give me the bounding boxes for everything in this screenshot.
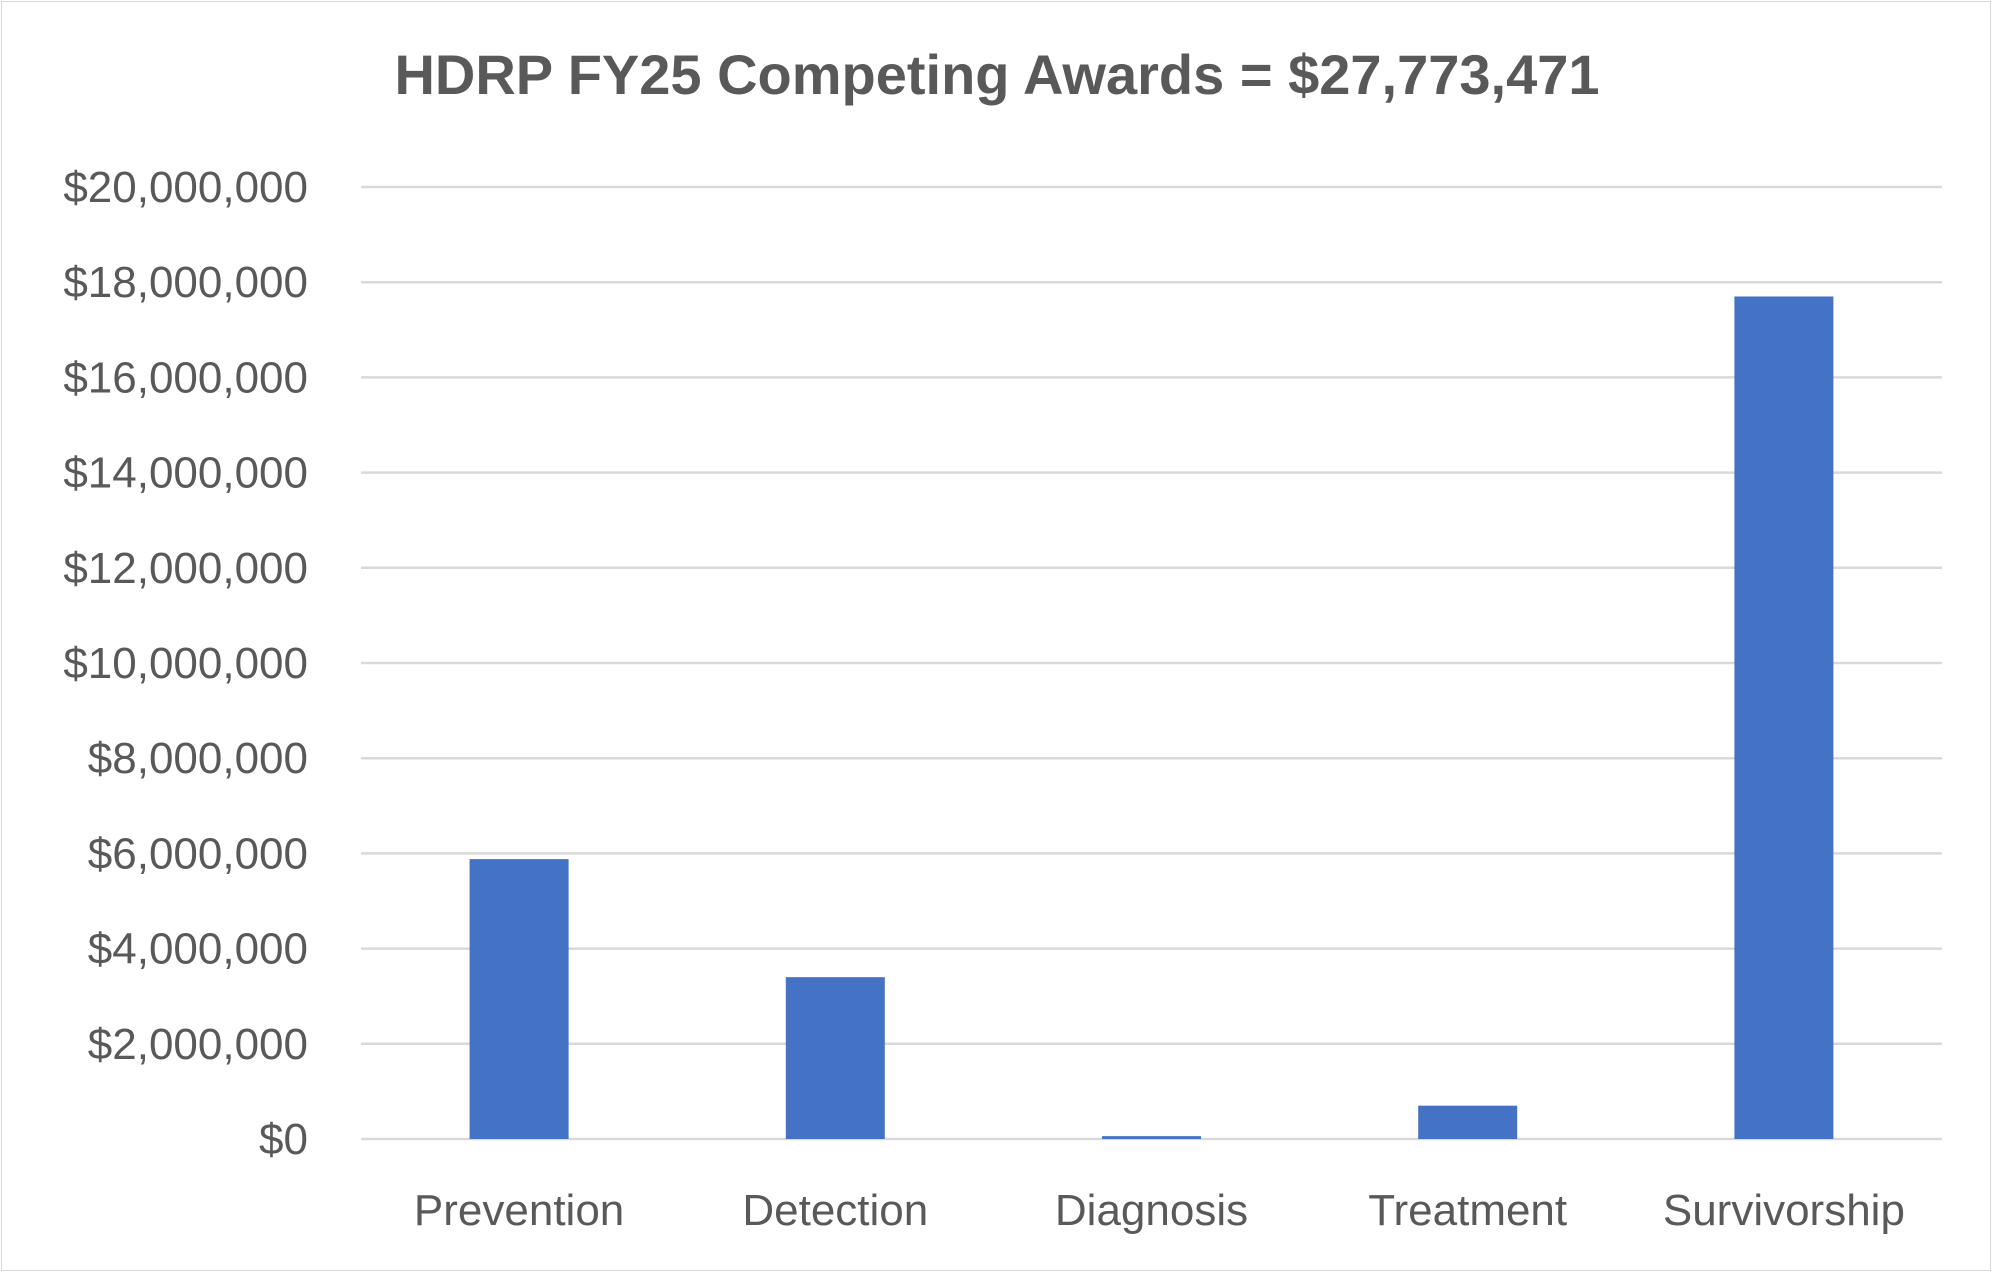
y-tick-label: $20,000,000 [63, 163, 308, 212]
bar-survivorship [1734, 296, 1834, 1140]
x-tick-label: Detection [742, 1186, 928, 1235]
bar-prevention [469, 859, 569, 1139]
bar-diagnosis [1102, 1136, 1201, 1139]
x-tick-label: Treatment [1368, 1186, 1567, 1235]
y-tick-label: $2,000,000 [88, 1020, 308, 1069]
x-tick-label: Prevention [414, 1186, 624, 1235]
y-tick-label: $12,000,000 [63, 544, 308, 593]
y-tick-label: $18,000,000 [63, 258, 308, 307]
y-tick-label: $6,000,000 [88, 829, 308, 878]
x-tick-label: Diagnosis [1055, 1186, 1248, 1235]
y-tick-label: $14,000,000 [63, 449, 308, 498]
chart-title: HDRP FY25 Competing Awards = $27,773,471 [394, 43, 1600, 106]
y-tick-label: $0 [259, 1115, 308, 1164]
x-tick-label: Survivorship [1663, 1186, 1905, 1235]
y-tick-label: $16,000,000 [63, 353, 308, 402]
bar-detection [785, 977, 885, 1139]
y-tick-label: $4,000,000 [88, 925, 308, 974]
y-tick-label: $10,000,000 [63, 639, 308, 688]
y-tick-label: $8,000,000 [88, 734, 308, 783]
bar-treatment [1418, 1105, 1518, 1139]
